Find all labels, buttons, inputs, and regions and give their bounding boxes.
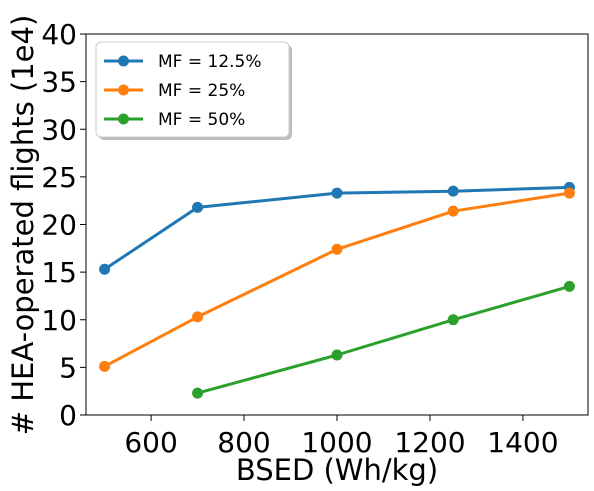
x-tick-label: 800 xyxy=(217,426,270,459)
data-point xyxy=(331,243,343,255)
data-point xyxy=(192,387,204,399)
data-point xyxy=(331,187,343,199)
x-tick-label: 1400 xyxy=(487,426,558,459)
legend: MF = 12.5% MF = 25% MF = 50% xyxy=(95,41,292,140)
x-axis: 600 800 1000 1200 1400 xyxy=(124,415,559,459)
legend-label: MF = 25% xyxy=(158,81,245,101)
x-tick-label: 1200 xyxy=(394,426,465,459)
data-point xyxy=(563,280,575,292)
legend-marker xyxy=(118,113,129,125)
x-tick-label: 1000 xyxy=(301,426,372,459)
y-axis: 0 5 10 15 20 25 30 35 40 xyxy=(41,18,86,432)
data-point xyxy=(447,205,459,217)
y-tick-label: 0 xyxy=(59,399,77,432)
legend-marker xyxy=(118,55,129,67)
y-tick-label: 35 xyxy=(41,66,77,99)
data-point xyxy=(192,201,204,213)
y-tick-label: 40 xyxy=(41,18,77,51)
y-axis-label: # HEA-operated flights (1e4) xyxy=(6,15,40,436)
y-tick-label: 20 xyxy=(41,209,77,242)
legend-marker xyxy=(118,84,129,96)
series-line-3 xyxy=(197,284,570,395)
x-tick-label: 600 xyxy=(124,426,177,459)
legend-label: MF = 50% xyxy=(158,110,245,130)
y-tick-label: 5 xyxy=(59,351,77,384)
y-tick-label: 10 xyxy=(41,304,77,337)
y-tick-label: 15 xyxy=(41,256,77,289)
data-point xyxy=(331,349,343,361)
data-point xyxy=(192,311,204,323)
series-layer xyxy=(99,181,575,399)
y-tick-label: 25 xyxy=(41,161,77,194)
data-point xyxy=(99,360,111,372)
legend-box xyxy=(95,41,290,138)
y-tick-label: 30 xyxy=(41,113,77,146)
x-axis-label: BSED (Wh/kg) xyxy=(236,453,438,487)
legend-label: MF = 12.5% xyxy=(158,52,262,72)
data-point xyxy=(447,185,459,197)
data-point xyxy=(447,314,459,326)
data-point xyxy=(563,187,575,199)
data-point xyxy=(99,263,111,275)
